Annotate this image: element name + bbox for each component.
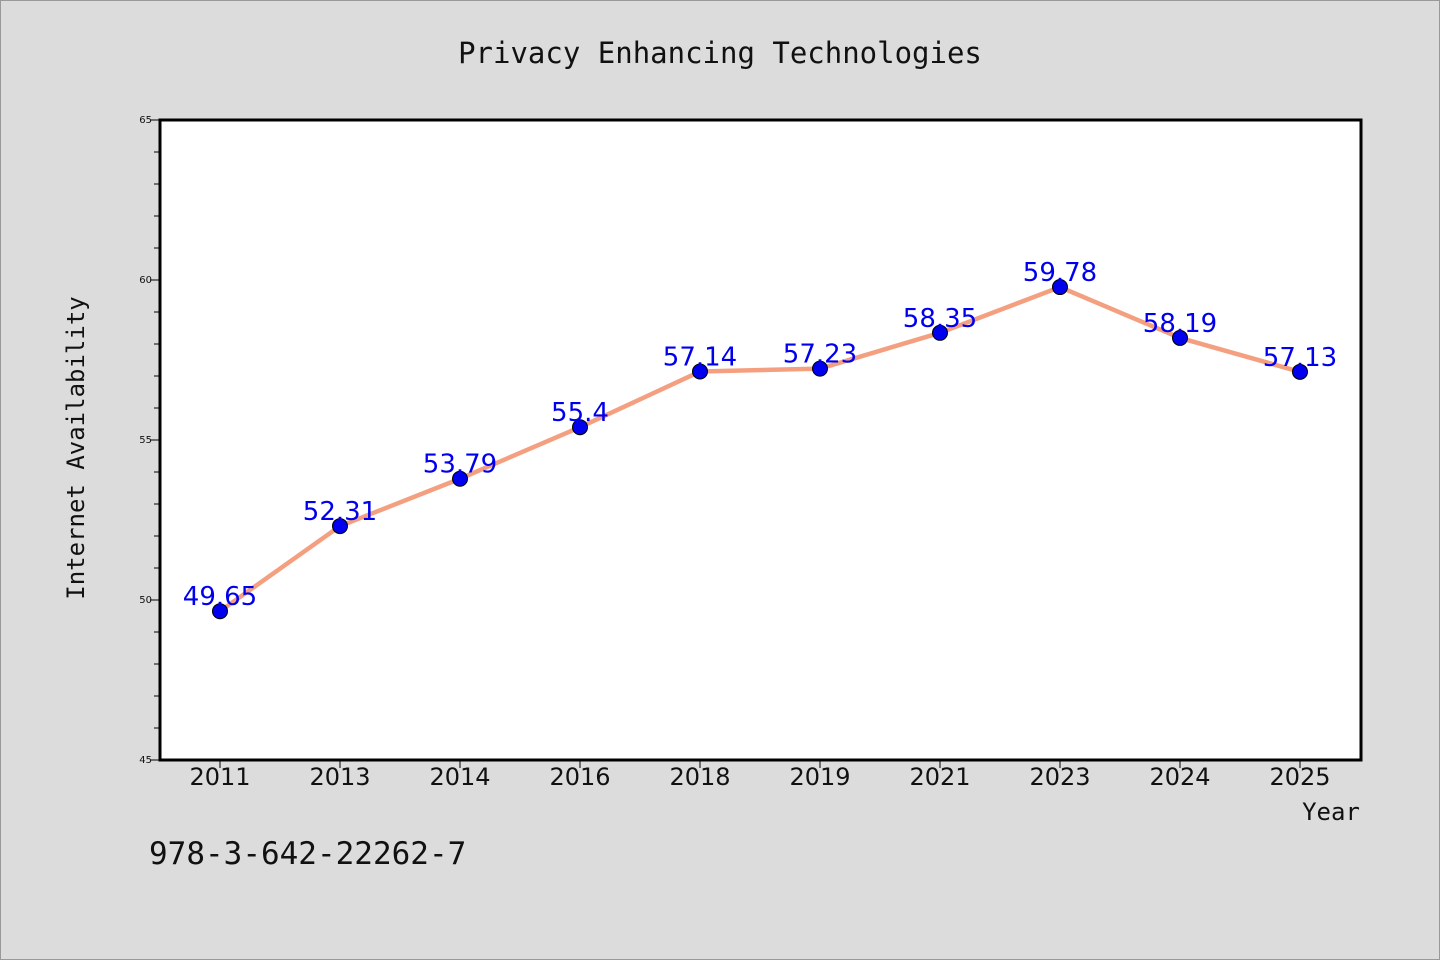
data-label: 58.35 — [903, 304, 977, 334]
x-tick-label: 2011 — [189, 763, 250, 791]
data-label: 58.19 — [1143, 309, 1217, 339]
data-point — [812, 360, 828, 377]
chart-title: Privacy Enhancing Technologies — [458, 36, 982, 70]
series-line — [218, 284, 1301, 614]
x-axis-label: Year — [1302, 798, 1360, 826]
data-point — [932, 324, 948, 341]
data-label: 57.13 — [1263, 343, 1337, 373]
data-point — [332, 518, 348, 535]
series-markers — [212, 279, 1308, 620]
y-tick-label: 55 — [139, 435, 152, 446]
data-point — [692, 363, 708, 380]
plot-area — [160, 120, 1361, 760]
y-tick-label: 60 — [139, 275, 152, 286]
x-axis: 2011 2013 2014 2016 2018 2019 2021 2023 2024 2025 — [189, 760, 1331, 791]
y-tick-label: 45 — [139, 755, 152, 766]
data-point — [452, 470, 468, 487]
data-point — [572, 419, 588, 436]
y-axis: 45 50 55 60 65 — [139, 115, 160, 766]
x-tick-label: 2013 — [309, 763, 370, 791]
x-tick-label: 2019 — [789, 763, 850, 791]
x-tick-label: 2014 — [429, 763, 490, 791]
data-labels: 49.65 52.31 53.79 55.4 57.14 57.23 58.35 59.78 5… — [183, 258, 1337, 612]
x-tick-label: 2023 — [1029, 763, 1090, 791]
data-label: 53.79 — [423, 450, 497, 480]
x-tick-label: 2021 — [909, 763, 970, 791]
x-tick-label: 2024 — [1149, 763, 1210, 791]
data-label: 59.78 — [1023, 258, 1097, 288]
data-label: 52.31 — [303, 497, 377, 527]
data-label: 49.65 — [183, 582, 257, 612]
data-label: 55.4 — [551, 398, 609, 428]
x-tick-label: 2016 — [549, 763, 610, 791]
data-point — [1172, 329, 1188, 346]
data-point — [212, 603, 228, 620]
footer-isbn: 978-3-642-22262-7 — [149, 836, 466, 872]
data-label: 57.23 — [783, 340, 857, 370]
data-label: 57.14 — [663, 343, 737, 373]
y-axis-label: Internet Availability — [62, 296, 90, 599]
y-tick-label: 50 — [139, 595, 152, 606]
data-point — [1292, 363, 1308, 380]
y-tick-label: 65 — [139, 115, 152, 126]
x-tick-label: 2018 — [669, 763, 730, 791]
x-tick-label: 2025 — [1269, 763, 1330, 791]
data-point — [1052, 279, 1068, 296]
plot-frame — [158, 118, 1363, 762]
